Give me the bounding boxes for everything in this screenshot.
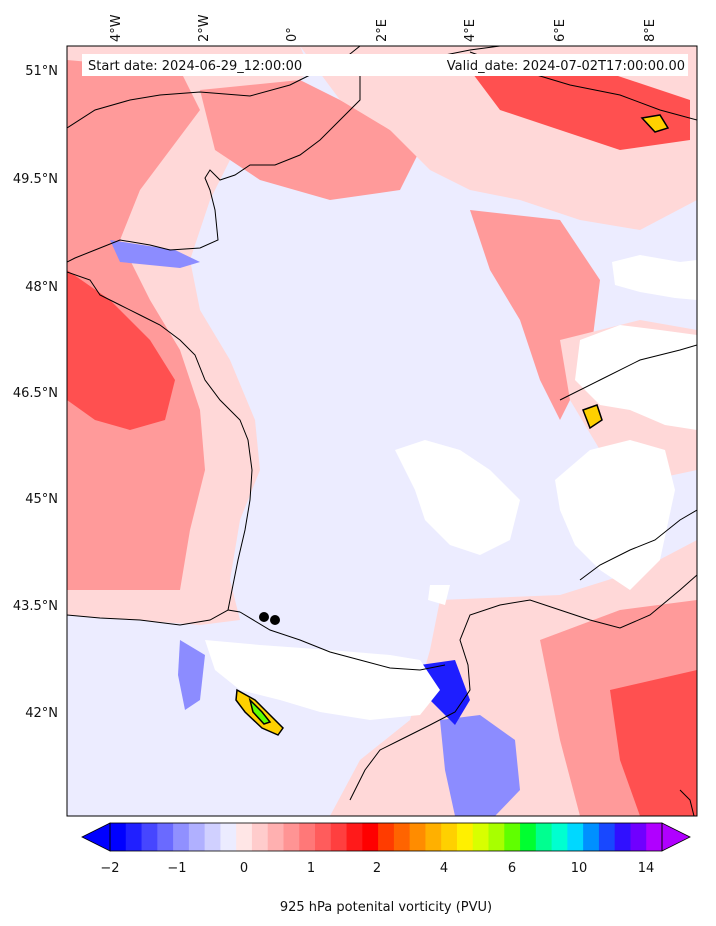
colorbar-cell — [583, 823, 600, 851]
colorbar-cell — [551, 823, 568, 851]
valid-date-label: Valid_date: 2024-07-02T17:00:00.00 — [447, 59, 685, 74]
observation-markers — [259, 612, 280, 625]
pyrenees-missing — [205, 640, 440, 720]
belgium-strong-field — [470, 70, 690, 150]
info-box — [82, 54, 688, 76]
colorbar-cell — [598, 823, 616, 851]
start-date-label: Start date: 2024-06-29_12:00:00 — [88, 59, 302, 74]
colorbar: −2 −1 0 1 2 4 6 10 14 925 hPa potenital … — [81, 822, 691, 915]
lat-label: 43.5°N — [13, 599, 58, 614]
colorbar-cell — [520, 823, 537, 851]
colorbar-cell — [456, 823, 474, 851]
colorbar-tick: −2 — [100, 861, 119, 876]
vosges-missing — [612, 255, 697, 300]
pyrenees-west-negative — [178, 640, 205, 710]
colorbar-ticks: −2 −1 0 1 2 4 6 10 14 — [100, 861, 654, 876]
colorbar-cell — [267, 823, 285, 851]
colorbar-cell — [157, 823, 174, 851]
colorbar-right-extension — [661, 822, 691, 852]
latitude-labels: 51°N 49.5°N 48°N 46.5°N 45°N 43.5°N 42°N — [13, 64, 58, 721]
lon-label: 2°W — [197, 14, 212, 42]
gulf-of-lion-negative — [440, 715, 520, 816]
lat-label: 51°N — [25, 64, 58, 79]
colorbar-cell — [472, 823, 490, 851]
colorbar-cell — [425, 823, 442, 851]
colorbar-left-extension — [81, 822, 111, 852]
lat-label: 48°N — [25, 280, 58, 295]
colorbar-cell — [488, 823, 505, 851]
colorbar-cell — [441, 823, 458, 851]
colorbar-cell — [393, 823, 411, 851]
alps-high-pv-core — [582, 404, 603, 430]
colorbar-cell — [251, 823, 269, 851]
colorbar-cell — [646, 823, 663, 851]
colorbar-cell — [125, 823, 143, 851]
colorbar-tick: 2 — [373, 861, 381, 876]
vorticity-field — [67, 46, 697, 816]
colorbar-cell — [362, 823, 379, 851]
colorbar-cell — [204, 823, 221, 851]
colorbar-tick: 0 — [240, 861, 248, 876]
colorbar-cell — [567, 823, 584, 851]
lon-label: 6°E — [553, 19, 568, 42]
colorbar-cell — [188, 823, 206, 851]
colorbar-cell — [315, 823, 332, 851]
sardinia-strong-field — [610, 670, 697, 816]
colorbar-cell — [614, 823, 632, 851]
atlantic-moderate-field — [67, 60, 205, 590]
lon-label: 0° — [285, 27, 300, 42]
lat-label: 42°N — [25, 706, 58, 721]
colorbar-tick: 1 — [307, 861, 315, 876]
colorbar-cell — [535, 823, 553, 851]
colorbar-frame — [109, 822, 663, 852]
colorbar-cell — [299, 823, 316, 851]
lat-label: 45°N — [25, 492, 58, 507]
brittany-negative — [110, 240, 200, 268]
longitude-labels: 4°W 2°W 0° 2°E 4°E 6°E 8°E — [109, 14, 658, 42]
pyrenees-peak-core — [248, 697, 272, 725]
alps-west-missing — [555, 440, 675, 590]
colorbar-cell — [378, 823, 395, 851]
lon-label: 2°E — [375, 19, 390, 42]
colorbar-cell — [283, 823, 300, 851]
colorbar-cell — [173, 823, 190, 851]
colorbar-cell — [504, 823, 521, 851]
colorbar-cell — [346, 823, 363, 851]
colorbar-cell — [330, 823, 348, 851]
lat-label: 46.5°N — [13, 386, 58, 401]
massif-central-missing — [395, 440, 520, 555]
colorbar-cell — [141, 823, 158, 851]
marker-2 — [270, 615, 280, 625]
map-frame — [66, 45, 698, 817]
alps-north-missing — [575, 325, 697, 430]
colorbar-label: 925 hPa potenital vorticity (PVU) — [280, 900, 492, 915]
colorbar-tick: −1 — [167, 861, 186, 876]
channel-positive-field — [200, 80, 420, 200]
colorbar-cell — [236, 823, 253, 851]
colorbar-cell — [220, 823, 237, 851]
lat-label: 49.5°N — [13, 172, 58, 187]
belgium-high-pv-core — [640, 114, 670, 133]
colorbar-cell — [110, 823, 127, 851]
colorbar-tick: 6 — [508, 861, 516, 876]
colorbar-tick: 14 — [638, 861, 655, 876]
lon-label: 4°E — [463, 19, 478, 42]
marker-1 — [259, 612, 269, 622]
lon-label: 8°E — [643, 19, 658, 42]
colorbar-tick: 10 — [571, 861, 588, 876]
cevennes-missing — [428, 585, 450, 605]
colorbar-tick: 4 — [440, 861, 448, 876]
colorbar-cells — [110, 823, 663, 851]
lon-label: 4°W — [109, 14, 124, 42]
colorbar-cell — [630, 823, 647, 851]
biscay-strong-field — [67, 270, 175, 430]
colorbar-cell — [409, 823, 427, 851]
